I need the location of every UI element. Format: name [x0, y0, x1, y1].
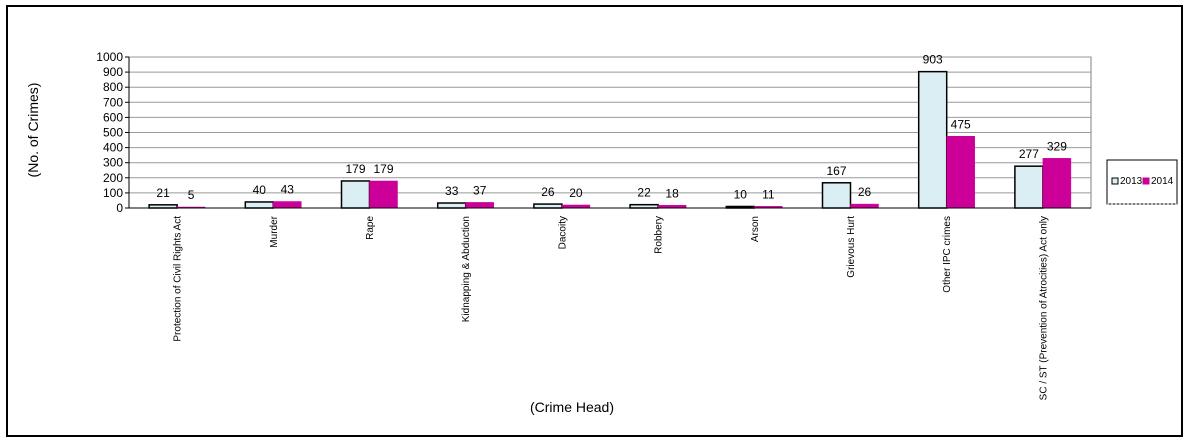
y-tick-label: 500 — [103, 126, 123, 140]
data-label-2013: 33 — [445, 184, 459, 198]
x-axis: Protection of Civil Rights Act Murder Rape… — [129, 207, 1091, 400]
data-label-2014: 43 — [281, 183, 295, 197]
bar-2013 — [533, 203, 563, 209]
y-tick-label: 700 — [103, 95, 123, 109]
data-label-2014: 475 — [951, 117, 971, 131]
data-label-2013: 26 — [541, 185, 555, 199]
category-label: Grievous Hurt — [846, 216, 857, 278]
data-label-2013: 277 — [1019, 147, 1039, 161]
bar-2014 — [273, 201, 302, 209]
bar-2014 — [850, 203, 879, 209]
category-label: Arson — [750, 216, 761, 242]
data-label-2014: 11 — [762, 187, 775, 201]
data-label-2013: 903 — [923, 53, 943, 67]
data-label-2013: 40 — [253, 183, 267, 197]
y-tick-label: 400 — [103, 141, 123, 155]
bar-2013 — [821, 182, 852, 209]
bar-2014 — [369, 180, 398, 209]
bar-2013 — [917, 70, 948, 209]
legend-label-2013: 2013 — [1120, 176, 1143, 187]
bar-2013 — [244, 201, 275, 209]
category-label: Rape — [365, 216, 376, 240]
y-axis-title: (No. of Crimes) — [25, 83, 41, 178]
data-label-2014: 5 — [188, 188, 195, 202]
y-tick-label: 900 — [103, 65, 123, 79]
data-label-2014: 329 — [1047, 139, 1067, 153]
category-label: SC / ST (Prevention of Atrocities) Act o… — [1038, 216, 1049, 400]
bar-2014 — [1042, 158, 1072, 209]
legend: 2013 2014 — [1106, 159, 1178, 205]
category-label: Dacoity — [557, 216, 568, 249]
y-tick-label: 800 — [103, 80, 123, 94]
bar-2014 — [465, 202, 494, 209]
bar-2013 — [340, 180, 371, 209]
legend-label-2014: 2014 — [1151, 176, 1174, 187]
bar-2013 — [1014, 165, 1044, 209]
y-tick-label: 600 — [103, 110, 123, 124]
legend-box — [1106, 159, 1178, 205]
data-label-2013: 22 — [637, 186, 651, 200]
bars: 21 5 40 43 179 179 33 37 26 20 22 18 10 11 167 26 903 475… — [148, 53, 1072, 209]
chart-frame — [6, 5, 1183, 437]
y-tick-label: 100 — [103, 186, 123, 200]
category-label: Kidnapping & Abduction — [461, 216, 472, 322]
category-label: Robbery — [654, 216, 665, 254]
data-label-2013: 167 — [826, 164, 846, 178]
y-tick-label: 0 — [116, 201, 123, 215]
bar-2013 — [436, 202, 467, 209]
data-label-2013: 21 — [156, 186, 170, 200]
data-label-2014: 26 — [858, 185, 872, 199]
category-label: Protection of Civil Rights Act — [173, 216, 184, 342]
data-label-2014: 37 — [473, 183, 487, 197]
bar-2014 — [946, 136, 975, 209]
y-tick-label: 200 — [103, 171, 123, 185]
category-label: Murder — [269, 215, 280, 247]
x-axis-title: (Crime Head) — [530, 399, 614, 415]
legend-swatch-2013 — [1111, 177, 1119, 185]
category-label: Other IPC crimes — [942, 216, 953, 293]
data-label-2014: 179 — [373, 162, 393, 176]
data-label-2013: 10 — [734, 187, 748, 201]
data-label-2014: 20 — [569, 186, 583, 200]
y-tick-label: 1000 — [96, 50, 123, 64]
y-tick-label: 300 — [103, 156, 123, 170]
data-label-2013: 179 — [345, 162, 365, 176]
data-label-2014: 18 — [665, 186, 679, 200]
legend-swatch-2014 — [1142, 177, 1150, 185]
